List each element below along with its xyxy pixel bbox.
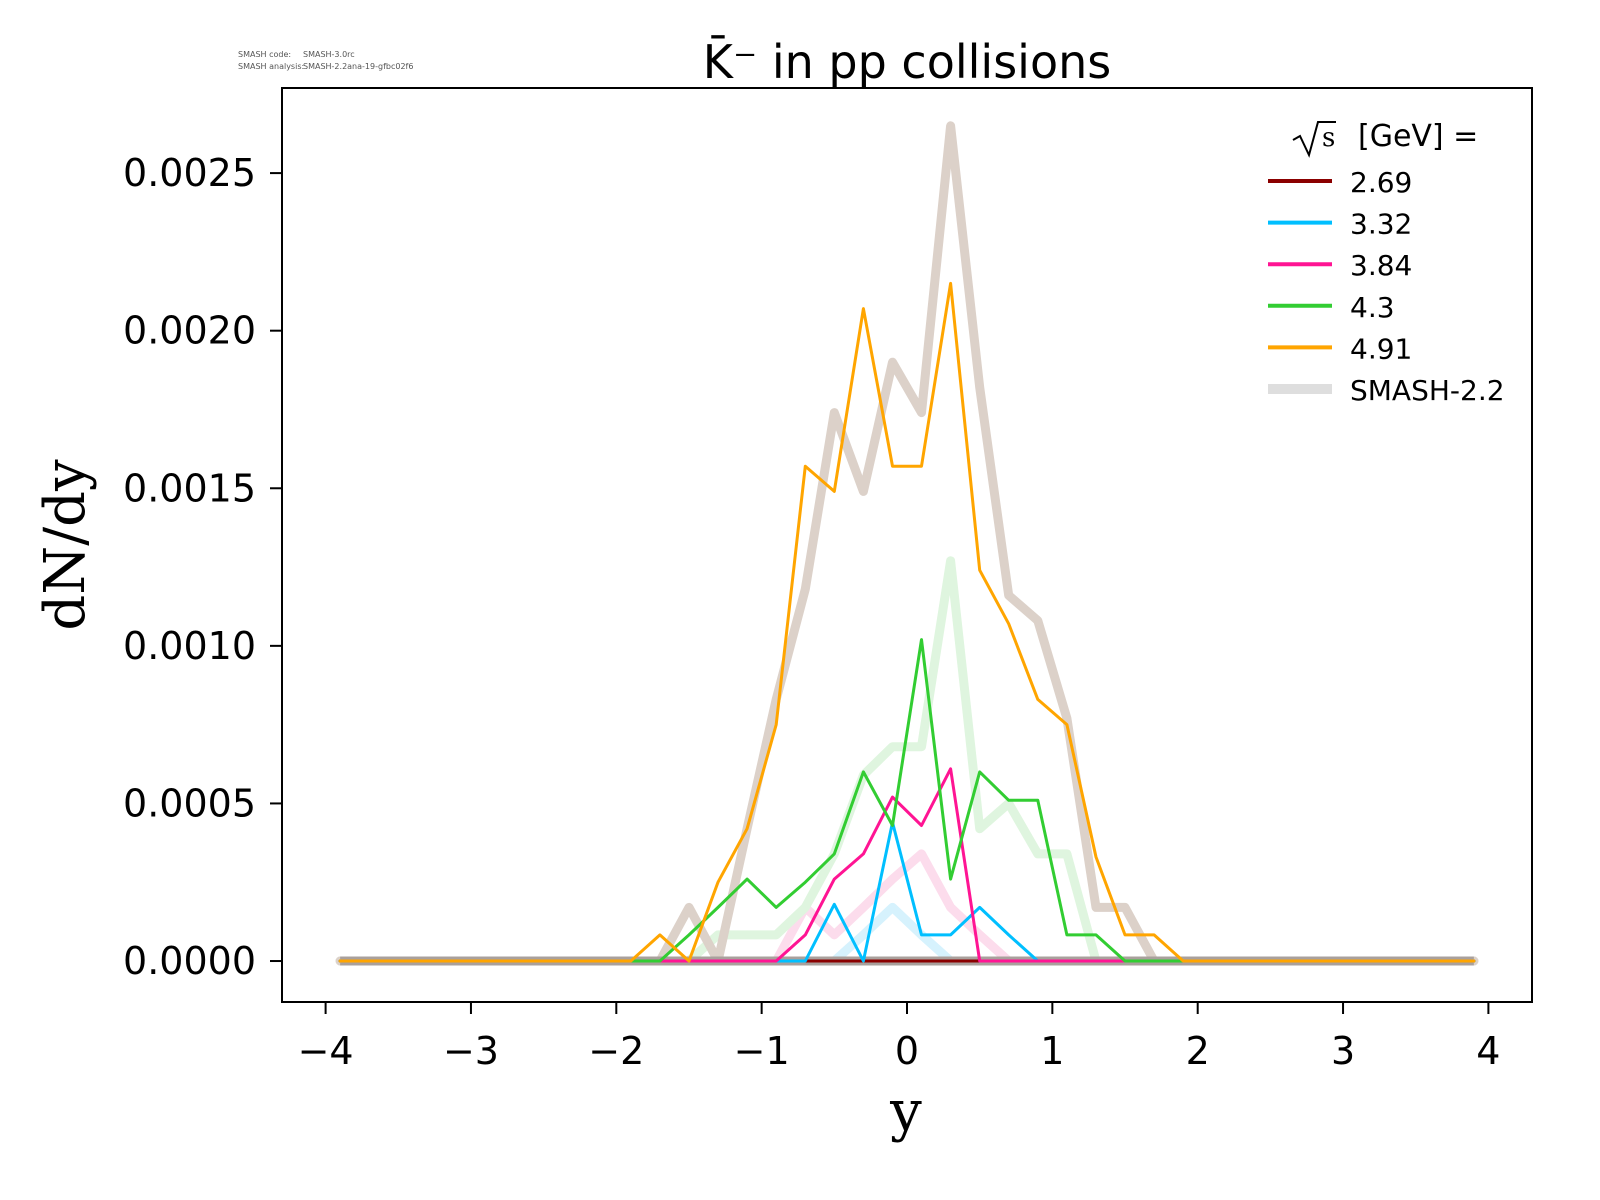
- plot-lines: [335, 121, 1479, 966]
- legend: s [GeV] = 2.69 3.32 3.84 4.3 4.91 SMASH-2.2: [1268, 119, 1505, 407]
- x-tick-label: −2: [588, 1029, 644, 1073]
- legend-label: 2.69: [1350, 166, 1412, 199]
- reference-line-smash-2-2-3-84: [335, 849, 1479, 966]
- series-line-4-3: [338, 638, 1476, 963]
- legend-label: 4.3: [1350, 291, 1395, 324]
- y-axis-label: dN/dy: [33, 459, 98, 631]
- y-tick-label: 0.0010: [123, 624, 256, 668]
- legend-title: s [GeV] =: [1292, 119, 1478, 158]
- legend-entry: SMASH-2.2: [1268, 374, 1505, 407]
- smash-code-label: SMASH code:: [238, 50, 291, 59]
- legend-title-s: s: [1322, 123, 1335, 153]
- legend-entry: 3.32: [1268, 208, 1412, 241]
- x-tick-label: 3: [1331, 1029, 1355, 1073]
- sqrt-icon: [1292, 121, 1336, 158]
- x-tick-label: −1: [734, 1029, 790, 1073]
- legend-entry: 4.91: [1268, 332, 1412, 365]
- legend-label: SMASH-2.2: [1350, 374, 1505, 407]
- reference-line-smash-2-2-3-32: [335, 902, 1479, 966]
- reference-line-smash-2-2-4-3: [335, 556, 1479, 966]
- legend-label: 3.32: [1350, 208, 1412, 241]
- x-axis: −4 −3 −2 −1 0 1 2 3 4: [298, 1002, 1500, 1073]
- legend-label: 4.91: [1350, 332, 1412, 365]
- x-tick-label: 2: [1186, 1029, 1210, 1073]
- legend-entry: 3.84: [1268, 249, 1412, 282]
- y-tick-label: 0.0015: [123, 466, 256, 510]
- legend-title-unit: [GeV] =: [1358, 119, 1478, 154]
- x-tick-label: −4: [298, 1029, 354, 1073]
- chart-title: K̄⁻ in pp collisions: [703, 35, 1111, 89]
- y-tick-label: 0.0005: [123, 781, 256, 825]
- y-tick-label: 0.0025: [123, 151, 256, 195]
- smash-analysis-label: SMASH analysis:: [238, 62, 304, 71]
- reference-line-smash-2-2-4-91: [335, 121, 1479, 966]
- y-axis: 0.0000 0.0005 0.0010 0.0015 0.0020 0.0025: [123, 151, 282, 983]
- series-line-4-91: [338, 281, 1476, 963]
- x-axis-label: y: [889, 1079, 922, 1144]
- x-tick-label: −3: [443, 1029, 499, 1073]
- smash-analysis-value: SMASH-2.2ana-19-gfbc02f6: [303, 62, 413, 71]
- legend-entry: 2.69: [1268, 166, 1412, 199]
- series-line-3-84: [338, 767, 1476, 963]
- x-tick-label: 1: [1040, 1029, 1064, 1073]
- y-tick-label: 0.0020: [123, 309, 256, 353]
- series-line-3-32: [338, 820, 1476, 963]
- smash-code-value: SMASH-3.0rc: [303, 50, 355, 59]
- y-tick-label: 0.0000: [123, 939, 256, 983]
- x-tick-label: 0: [895, 1029, 919, 1073]
- legend-entry: 4.3: [1268, 291, 1395, 324]
- x-tick-label: 4: [1476, 1029, 1500, 1073]
- legend-label: 3.84: [1350, 249, 1412, 282]
